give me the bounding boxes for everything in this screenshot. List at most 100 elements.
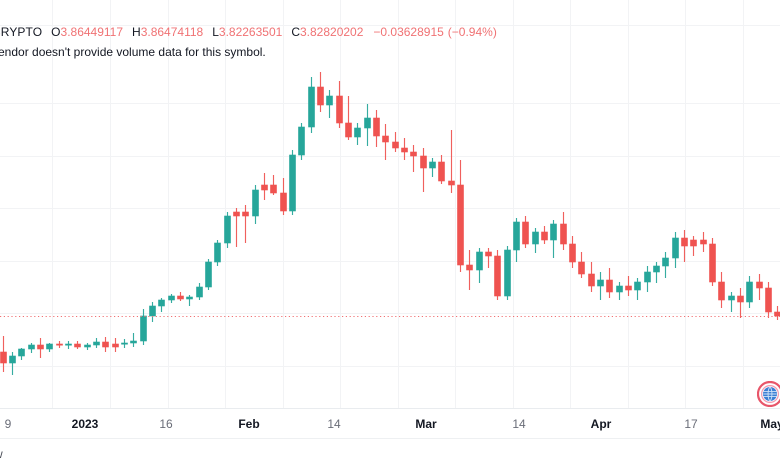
time-axis-tick: May bbox=[760, 417, 780, 431]
candle bbox=[644, 266, 651, 292]
candle bbox=[74, 341, 81, 349]
candle bbox=[93, 338, 100, 348]
chart-plot-area[interactable] bbox=[0, 0, 780, 408]
candle bbox=[746, 276, 753, 308]
candle bbox=[466, 250, 473, 290]
candle bbox=[550, 220, 557, 258]
candle bbox=[625, 276, 632, 296]
candle bbox=[9, 352, 16, 375]
candle bbox=[224, 212, 231, 248]
candle bbox=[634, 278, 641, 300]
candle bbox=[429, 158, 436, 177]
candle bbox=[597, 272, 604, 300]
exchange-logo-icon bbox=[757, 381, 780, 407]
candle bbox=[121, 339, 128, 348]
time-axis-tick: 9 bbox=[4, 417, 12, 431]
candle bbox=[373, 110, 380, 147]
time-axis-tick: Apr bbox=[590, 417, 612, 431]
candle bbox=[317, 72, 324, 112]
candle bbox=[177, 292, 184, 301]
candle bbox=[308, 77, 315, 133]
candle bbox=[46, 343, 53, 352]
candle bbox=[737, 288, 744, 318]
candle bbox=[364, 104, 371, 146]
candle bbox=[401, 138, 408, 160]
candle bbox=[457, 160, 464, 272]
candle bbox=[718, 272, 725, 308]
candle bbox=[494, 250, 501, 300]
candle bbox=[485, 248, 492, 268]
candle bbox=[541, 226, 548, 244]
candle bbox=[728, 292, 735, 312]
bottom-bar: w bbox=[0, 438, 780, 470]
candle bbox=[438, 155, 445, 184]
candle bbox=[765, 282, 772, 318]
candle bbox=[756, 274, 763, 300]
candle bbox=[261, 173, 268, 200]
time-axis-tick: 14 bbox=[327, 417, 341, 431]
candle bbox=[448, 130, 455, 193]
candle bbox=[532, 228, 539, 253]
time-axis-tick: 16 bbox=[159, 417, 173, 431]
candle bbox=[37, 338, 44, 358]
candle bbox=[382, 124, 389, 160]
candle bbox=[588, 262, 595, 292]
time-axis-tick: Feb bbox=[238, 417, 260, 431]
candle bbox=[0, 336, 7, 372]
candle bbox=[298, 123, 305, 160]
candle bbox=[140, 309, 147, 345]
candle bbox=[158, 298, 165, 312]
candle bbox=[102, 337, 109, 352]
candle bbox=[606, 268, 613, 298]
candle bbox=[270, 175, 277, 195]
candle bbox=[112, 338, 119, 352]
candle bbox=[168, 294, 175, 303]
candle bbox=[18, 348, 25, 360]
candle bbox=[392, 132, 399, 152]
time-axis-tick: 14 bbox=[512, 417, 526, 431]
candle bbox=[233, 208, 240, 247]
time-axis-tick: 17 bbox=[684, 417, 698, 431]
candle bbox=[513, 218, 520, 262]
time-axis-tick: 2023 bbox=[71, 417, 99, 431]
time-axis-tick: Mar bbox=[415, 417, 437, 431]
candle bbox=[56, 341, 63, 348]
candle bbox=[578, 252, 585, 278]
candle bbox=[354, 123, 361, 145]
candle bbox=[774, 306, 780, 320]
candle bbox=[476, 248, 483, 283]
candle bbox=[616, 282, 623, 300]
candle bbox=[280, 178, 287, 215]
candle bbox=[345, 96, 352, 140]
candle bbox=[130, 333, 137, 347]
candle bbox=[242, 205, 249, 243]
candle bbox=[326, 90, 333, 118]
candle bbox=[681, 230, 688, 262]
candle bbox=[28, 343, 35, 353]
candle bbox=[504, 246, 511, 300]
candle bbox=[196, 283, 203, 300]
candle bbox=[289, 150, 296, 215]
candle bbox=[214, 240, 221, 266]
candle bbox=[336, 81, 343, 128]
candle bbox=[252, 185, 259, 224]
candle bbox=[560, 212, 567, 250]
time-axis[interactable]: 9 2023 16 Feb 14 Mar 14 Apr 17 May bbox=[0, 408, 780, 439]
candle bbox=[653, 262, 660, 283]
candle bbox=[569, 236, 576, 268]
candle bbox=[690, 236, 697, 256]
candle bbox=[84, 343, 91, 350]
candle bbox=[662, 252, 669, 278]
candle bbox=[186, 295, 193, 306]
candle bbox=[65, 341, 72, 349]
candle bbox=[709, 238, 716, 286]
candle bbox=[522, 216, 529, 248]
candle bbox=[410, 145, 417, 172]
candle bbox=[700, 232, 707, 252]
current-price-line bbox=[0, 316, 780, 317]
candle bbox=[420, 148, 427, 192]
candle bbox=[205, 259, 212, 290]
candlestick-series bbox=[0, 72, 780, 375]
bottom-label[interactable]: w bbox=[0, 447, 3, 462]
